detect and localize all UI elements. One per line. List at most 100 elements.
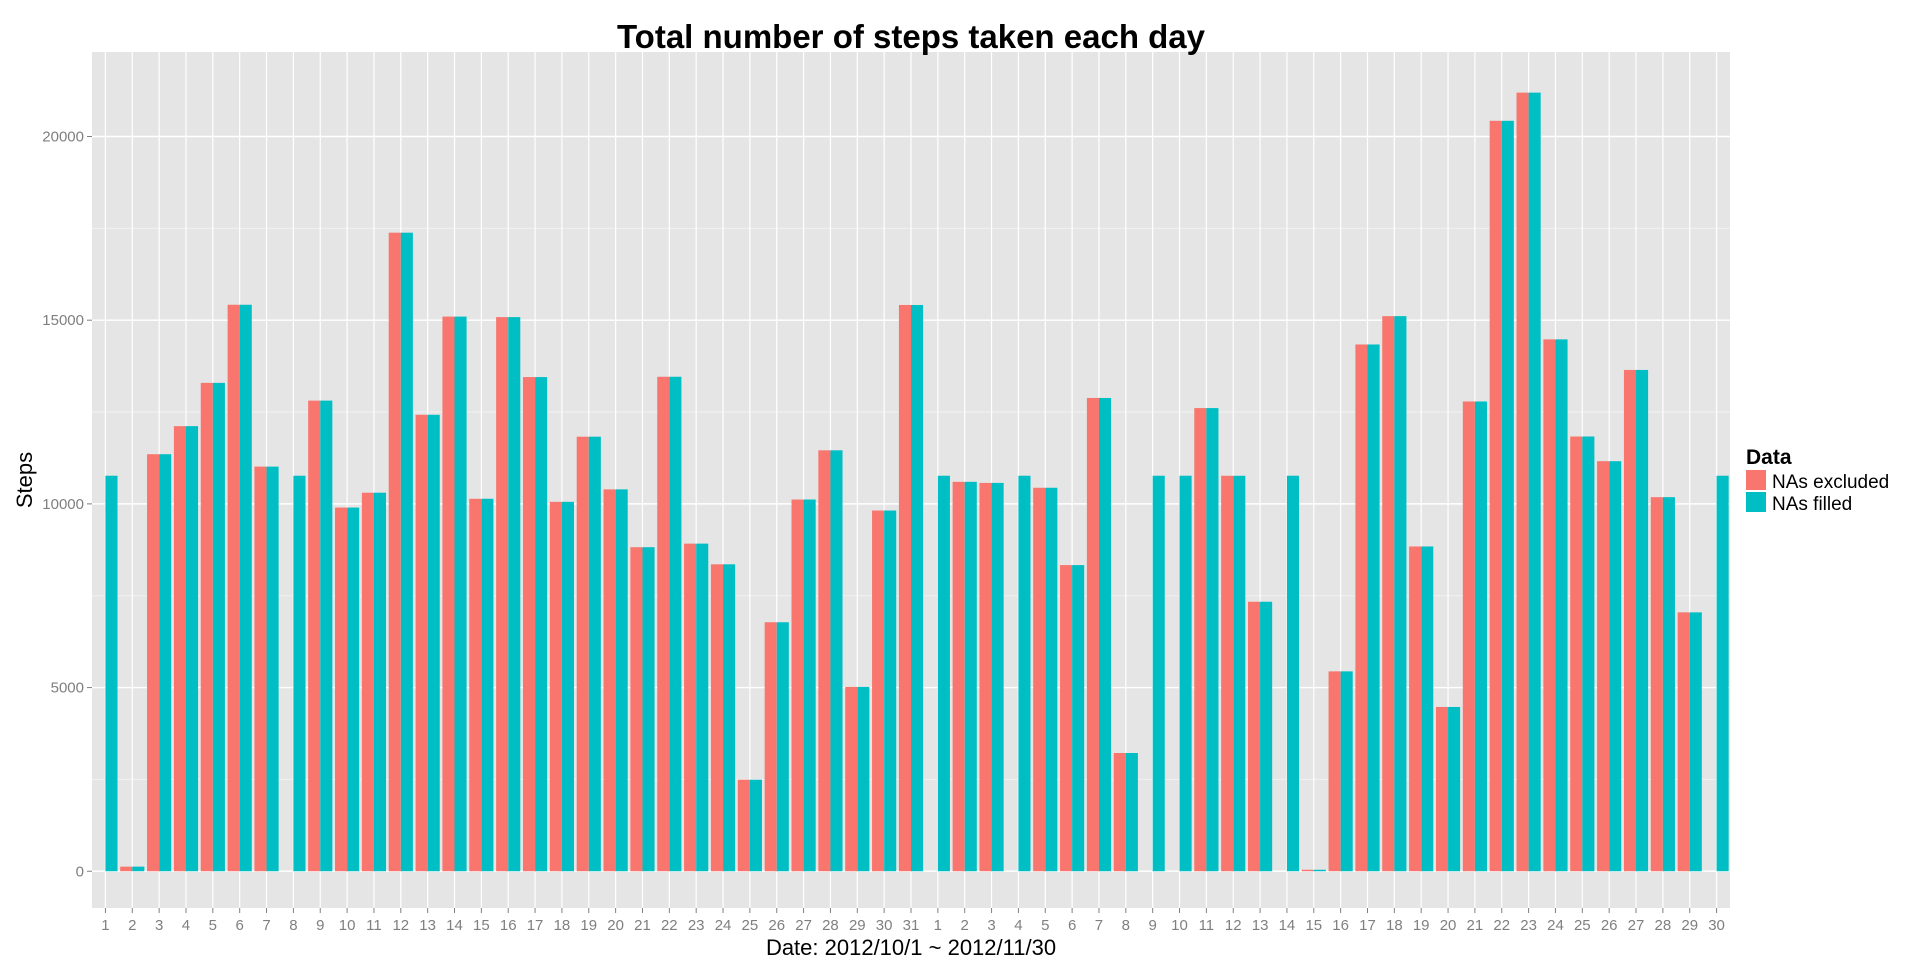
- x-tick-label: 17: [1359, 917, 1376, 934]
- bar-nas-excluded: [764, 622, 777, 872]
- bar-nas-filled: [1555, 339, 1568, 872]
- bar-nas-excluded: [254, 466, 267, 872]
- x-tick-label: 2: [128, 917, 136, 934]
- bar-nas-excluded: [1543, 339, 1556, 872]
- x-tick-label: 19: [1413, 917, 1430, 934]
- legend-label-nas-filled: NAs filled: [1772, 494, 1852, 515]
- bar-nas-filled: [1367, 344, 1380, 872]
- bar-nas-filled: [1448, 706, 1461, 872]
- bar-nas-excluded: [1328, 671, 1341, 872]
- x-tick-label: 26: [768, 917, 785, 934]
- bar-nas-filled: [1313, 869, 1326, 872]
- x-tick-label: 7: [262, 917, 270, 934]
- bar-nas-excluded: [1677, 612, 1690, 872]
- x-tick-label: 16: [1332, 917, 1349, 934]
- bar-nas-filled: [1206, 408, 1219, 872]
- x-tick-label: 23: [1520, 917, 1537, 934]
- bar-nas-filled: [400, 232, 413, 872]
- x-tick-label: 11: [1199, 917, 1215, 934]
- x-tick-label: 14: [1279, 917, 1296, 934]
- x-axis-title: Date: 2012/10/1 ~ 2012/11/30: [766, 935, 1056, 960]
- bar-nas-filled: [535, 377, 548, 872]
- x-tick-label: 5: [1041, 917, 1049, 934]
- chart-title: Total number of steps taken each day: [617, 18, 1206, 55]
- x-tick-label: 12: [392, 917, 409, 934]
- bar-nas-excluded: [872, 510, 885, 872]
- x-tick-label: 25: [742, 917, 759, 934]
- bar-nas-excluded: [791, 499, 804, 872]
- x-tick-label: 16: [500, 917, 517, 934]
- bar-nas-filled: [1421, 546, 1434, 872]
- bar-nas-excluded: [979, 482, 992, 872]
- bar-nas-excluded: [737, 779, 750, 872]
- x-tick-label: 13: [419, 917, 436, 934]
- legend-label-nas-excluded: NAs excluded: [1772, 472, 1889, 493]
- bar-nas-filled: [884, 510, 897, 872]
- bar-nas-filled: [830, 450, 843, 872]
- bar-nas-excluded: [1355, 344, 1368, 872]
- x-tick-label: 9: [1149, 917, 1157, 934]
- bar-nas-filled: [1501, 120, 1514, 872]
- x-tick-label: 4: [1014, 917, 1022, 934]
- bar-nas-excluded: [1650, 497, 1663, 872]
- bar-nas-filled: [1179, 475, 1192, 872]
- bar-nas-filled: [1716, 475, 1729, 872]
- bar-nas-filled: [723, 564, 736, 872]
- bar-nas-filled: [454, 316, 467, 872]
- bar-nas-filled: [1260, 601, 1273, 872]
- bar-nas-excluded: [1409, 546, 1422, 872]
- bar-nas-filled: [481, 498, 494, 872]
- bar-nas-filled: [1394, 316, 1407, 872]
- x-tick-label: 25: [1574, 917, 1591, 934]
- x-tick-label: 28: [822, 917, 839, 934]
- x-tick-label: 7: [1095, 917, 1103, 934]
- bar-nas-excluded: [952, 481, 965, 872]
- bar-nas-excluded: [147, 454, 160, 872]
- bar-nas-filled: [1098, 397, 1112, 872]
- bar-nas-filled: [508, 317, 521, 872]
- y-tick-label: 20000: [42, 128, 84, 145]
- bar-nas-excluded: [710, 564, 724, 872]
- bar-nas-excluded: [200, 382, 213, 872]
- legend-swatch-nas-filled: [1746, 492, 1766, 512]
- legend-swatch-nas-excluded: [1746, 470, 1766, 490]
- bar-nas-filled: [1609, 461, 1622, 872]
- bar-nas-filled: [1340, 671, 1353, 872]
- bar-nas-excluded: [1435, 706, 1449, 872]
- x-tick-label: 23: [688, 917, 705, 934]
- bar-nas-excluded: [603, 489, 616, 872]
- bar-nas-excluded: [549, 501, 562, 872]
- bar-nas-excluded: [630, 547, 643, 872]
- x-tick-label: 29: [1681, 917, 1698, 934]
- bar-nas-filled: [1233, 475, 1246, 872]
- bar-nas-excluded: [1489, 120, 1502, 872]
- x-tick-label: 27: [795, 917, 812, 934]
- x-tick-label: 30: [876, 917, 893, 934]
- bar-nas-excluded: [120, 866, 133, 872]
- x-tick-label: 17: [527, 917, 544, 934]
- x-tick-label: 24: [1547, 917, 1564, 934]
- x-tick-label: 8: [289, 917, 297, 934]
- bar-nas-excluded: [388, 232, 401, 872]
- bar-nas-excluded: [1033, 487, 1046, 872]
- x-tick-label: 10: [1171, 917, 1188, 934]
- bar-nas-filled: [1582, 436, 1595, 872]
- x-tick-label: 10: [339, 917, 356, 934]
- bar-nas-excluded: [1516, 92, 1529, 872]
- bar-nas-filled: [911, 304, 924, 872]
- bar-nas-filled: [347, 507, 360, 872]
- x-tick-label: 18: [1386, 917, 1403, 934]
- bar-nas-filled: [642, 547, 655, 872]
- bar-nas-filled: [937, 475, 950, 872]
- bar-nas-filled: [1636, 369, 1649, 872]
- x-tick-label: 18: [554, 917, 571, 934]
- bar-nas-filled: [776, 622, 789, 872]
- legend: Data NAs excluded NAs filled: [1746, 446, 1889, 515]
- bar-nas-filled: [266, 466, 279, 872]
- bar-nas-filled: [1045, 487, 1058, 872]
- bar-nas-filled: [1286, 475, 1300, 872]
- y-tick-label: 10000: [42, 496, 84, 513]
- x-tick-labels: 1 2 3 4 5 6 7 8 9 10 11 12 13 14 15 16 17 18 19 20 21 22 23 24 2…: [101, 908, 1725, 934]
- bar-nas-excluded: [308, 400, 321, 872]
